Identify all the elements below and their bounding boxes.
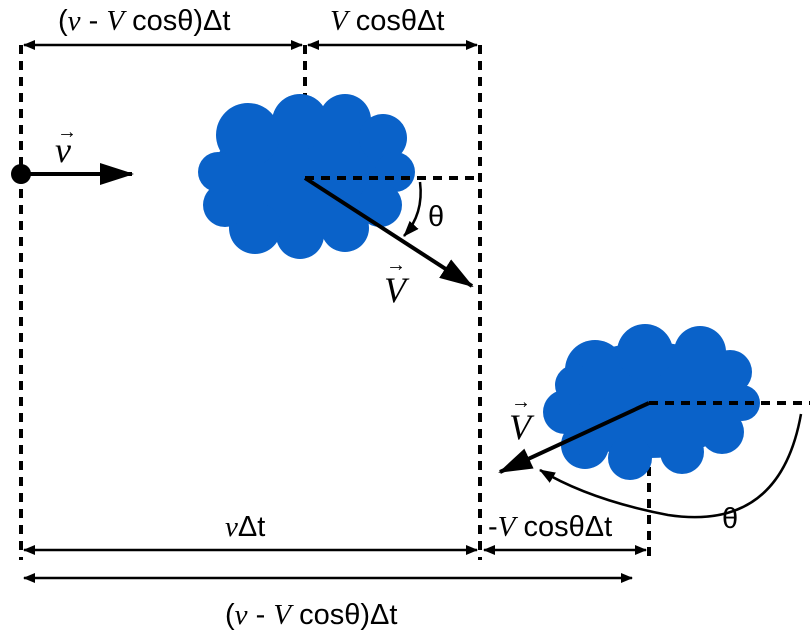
theta-arc-cloud1	[403, 181, 422, 237]
big-V-vector-arrow-cloud2: →	[511, 391, 531, 413]
big-V-label-cloud1: V	[384, 270, 410, 310]
small-v-label: v	[55, 130, 71, 170]
theta-arc-cloud2	[539, 413, 803, 519]
big-V-arrow-cloud1	[303, 176, 474, 288]
big-V-arrow-cloud2	[498, 401, 650, 474]
cloud-2-icon	[543, 324, 760, 480]
theta-label-cloud1: θ	[428, 201, 444, 233]
small-v-vector-arrow: →	[57, 121, 77, 143]
top-left-dimension-label: (v - V cosθ)Δt	[58, 5, 230, 37]
bottom-total-dimension-label: (v - V cosθ)Δt	[225, 599, 397, 631]
top-right-dimension-label: V cosθΔt	[330, 5, 444, 37]
bottom-right-dimension-label: -V cosθΔt	[488, 511, 612, 543]
theta-label-cloud2: θ	[722, 503, 738, 535]
big-V-vector-arrow-cloud1: →	[386, 254, 406, 276]
bottom-vdt-label: vΔt	[225, 511, 265, 543]
big-V-label-cloud2: V	[509, 407, 535, 447]
